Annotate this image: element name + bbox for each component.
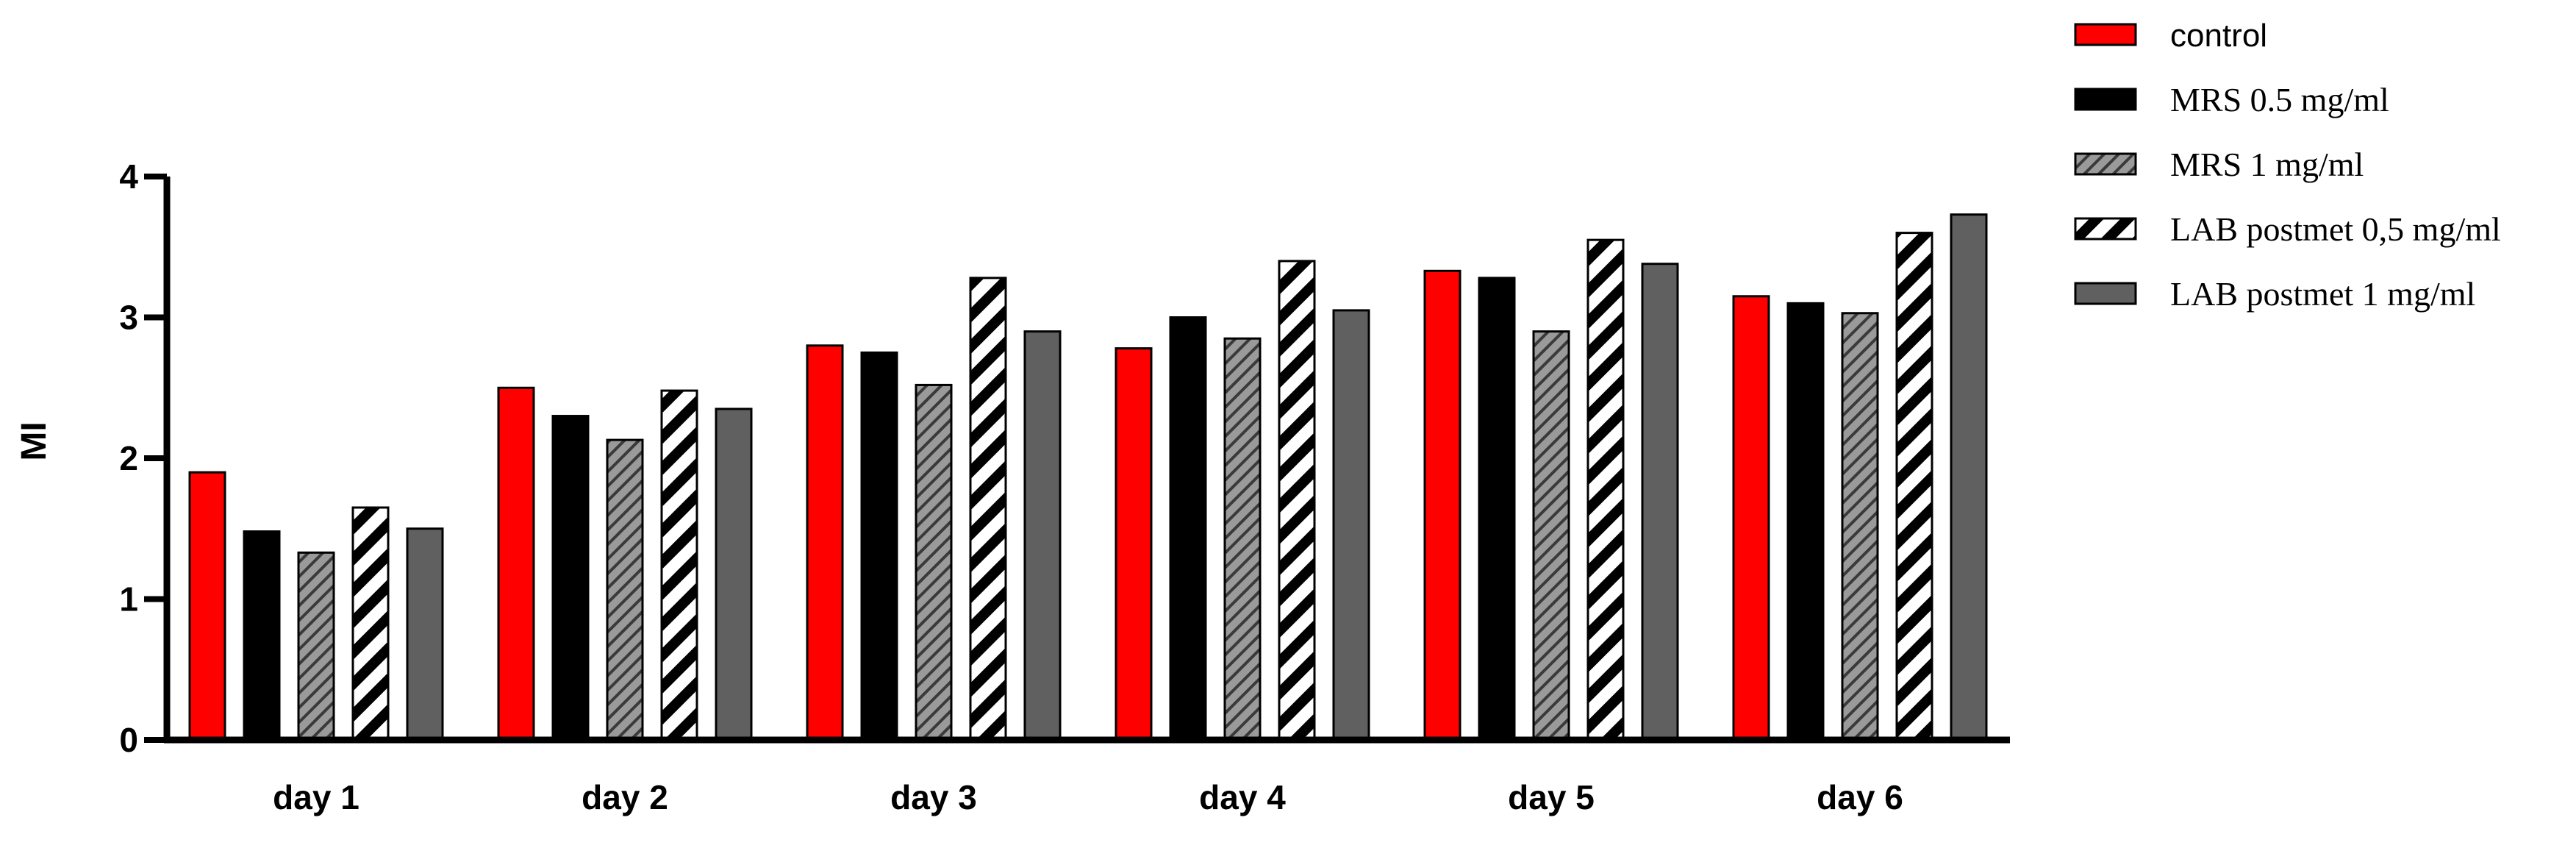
- bar-2-day-5: [1478, 277, 1516, 741]
- bar-5-day-4: [1332, 309, 1370, 741]
- bar-5-day-6: [1950, 213, 1988, 741]
- legend-swatch: [2074, 217, 2137, 241]
- bar-1-day-3: [806, 344, 844, 741]
- bar-2-day-3: [860, 351, 898, 741]
- bar-1-day-1: [188, 471, 226, 741]
- bar-5-day-1: [406, 527, 444, 741]
- y-tick-label: 4: [119, 157, 138, 196]
- bar-2-day-1: [243, 530, 281, 741]
- x-tick-label: day 5: [1508, 778, 1595, 816]
- bar-3-day-2: [606, 438, 644, 741]
- y-axis-ticks: 0 1 2 3 4: [119, 157, 167, 759]
- legend-swatch: [2074, 88, 2137, 111]
- bar-2-day-2: [551, 415, 590, 741]
- bar-4-day-3: [969, 277, 1007, 741]
- bar-3-day-1: [297, 551, 335, 741]
- x-tick-label: day 3: [890, 778, 977, 816]
- bar-4-day-4: [1278, 260, 1316, 741]
- legend-label: MRS 1 mg/ml: [2170, 146, 2364, 183]
- axes-group: [163, 177, 2010, 744]
- bar-5-day-5: [1641, 263, 1679, 741]
- x-axis-labels: day 1 day 2 day 3 day 4 day 5 day 6: [273, 778, 1903, 816]
- bar-2-day-4: [1169, 316, 1207, 741]
- y-tick-label: 1: [119, 580, 138, 619]
- y-tick-label: 3: [119, 299, 138, 337]
- bar-2-day-6: [1786, 302, 1825, 741]
- legend-swatch: [2074, 23, 2137, 46]
- y-axis-title: MI: [15, 421, 54, 460]
- bar-5-day-2: [715, 407, 753, 741]
- bar-4-day-6: [1895, 232, 1933, 741]
- x-tick-label: day 1: [273, 778, 359, 816]
- y-tick-label: 0: [119, 721, 138, 759]
- bar-1-day-6: [1732, 295, 1770, 741]
- x-tick-label: day 2: [582, 778, 668, 816]
- bar-1-day-4: [1115, 347, 1153, 741]
- bar-3-day-5: [1532, 330, 1570, 741]
- bar-4-day-1: [351, 506, 390, 741]
- bar-3-day-4: [1223, 337, 1262, 741]
- legend-label: LAB postmet 1 mg/ml: [2170, 275, 2475, 313]
- bar-4-day-2: [660, 389, 698, 741]
- legend-swatch: [2074, 282, 2137, 305]
- bar-1-day-2: [497, 386, 535, 741]
- legend-label: MRS 0.5 mg/ml: [2170, 81, 2389, 118]
- x-tick-label: day 6: [1817, 778, 1903, 816]
- y-tick-label: 2: [119, 439, 138, 477]
- bar-4-day-5: [1586, 238, 1625, 741]
- bar-3-day-3: [915, 383, 953, 741]
- legend: control MRS 0.5 mg/ml MRS 1 mg/ml LAB postm…: [2074, 18, 2501, 313]
- bars-group: [188, 213, 1988, 741]
- legend-swatch: [2074, 152, 2137, 176]
- x-tick-label: day 4: [1199, 778, 1286, 816]
- legend-label: control: [2170, 18, 2267, 54]
- bar-3-day-6: [1841, 312, 1879, 741]
- bar-5-day-3: [1023, 330, 1062, 741]
- legend-label: LAB postmet 0,5 mg/ml: [2170, 210, 2501, 248]
- bar-1-day-5: [1423, 269, 1461, 741]
